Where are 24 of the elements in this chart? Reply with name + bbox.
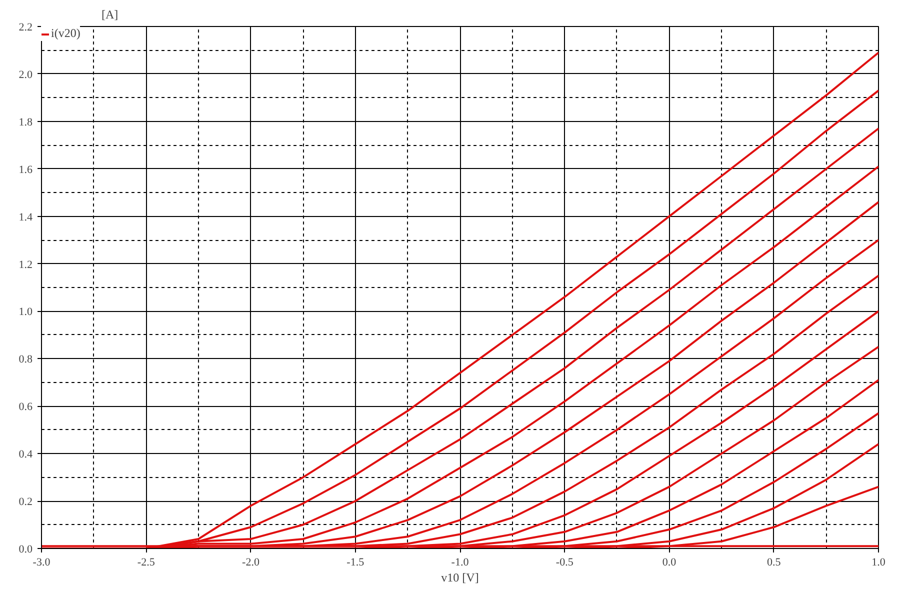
y-tick-label: 1.6 <box>18 164 33 176</box>
x-tick-label: 1.0 <box>872 556 886 568</box>
x-tick-label: -1.5 <box>346 556 365 568</box>
y-tick-label: 2.0 <box>18 68 33 81</box>
x-tick-label: -0.5 <box>556 556 574 568</box>
y-tick-label: 0.8 <box>18 354 33 366</box>
y-tick-label: 1.8 <box>18 116 33 128</box>
x-tick-label: -1.0 <box>451 556 470 568</box>
y-tick-label: 0.4 <box>18 448 33 461</box>
legend-label: i(v20) <box>51 26 80 41</box>
x-tick-label: -2.0 <box>242 556 260 568</box>
x-tick-label: 0.0 <box>662 556 677 568</box>
y-tick-label: 1.4 <box>18 211 33 224</box>
y-tick-label: 1.2 <box>18 258 32 271</box>
y-tick-label: 2.2 <box>18 22 32 34</box>
y-tick-label: 0.0 <box>18 544 33 556</box>
y-tick-label: 0.6 <box>18 401 33 414</box>
x-tick-label: -2.5 <box>137 556 156 568</box>
y-tick-label: 0.2 <box>18 496 32 508</box>
y-axis-title: [A] <box>102 8 118 22</box>
y-tick-label: 1.0 <box>18 306 33 318</box>
x-axis-title: v10 [V] <box>441 570 479 584</box>
x-tick-label: -3.0 <box>32 556 51 568</box>
x-tick-label: 0.5 <box>767 556 782 568</box>
